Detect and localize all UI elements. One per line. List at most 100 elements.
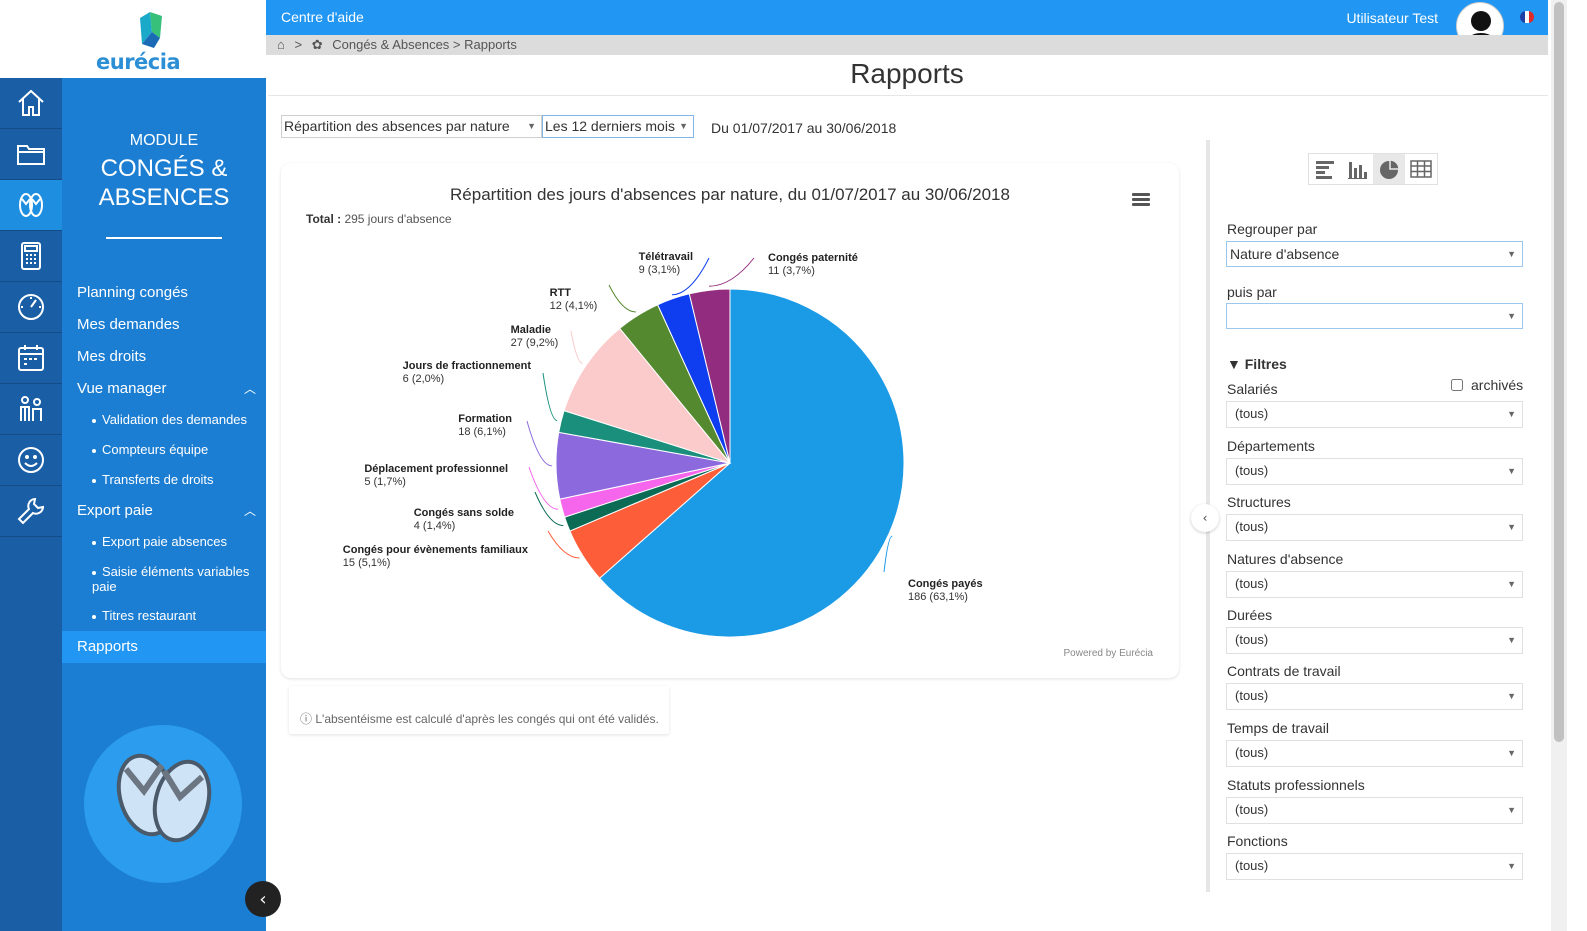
- period-select[interactable]: Les 12 derniers mois ▼: [542, 115, 694, 138]
- bullet-icon: [92, 614, 96, 619]
- bullet-icon: [92, 448, 96, 453]
- user-name[interactable]: Utilisateur Test: [1346, 10, 1438, 26]
- pie-label-value: 9 (3,1%): [639, 264, 681, 276]
- pie-connector: [534, 491, 564, 527]
- dropdown-arrow-icon: ▼: [1507, 311, 1516, 321]
- rail-settings[interactable]: [0, 486, 62, 537]
- filter-value: (tous): [1235, 802, 1269, 817]
- chart-total: Total : 295 jours d'absence: [306, 212, 452, 226]
- nav-validation[interactable]: Validation des demandes: [62, 405, 266, 435]
- pie-label-value: 5 (1,7%): [364, 476, 406, 488]
- filter-select[interactable]: (tous) ▼: [1226, 627, 1523, 654]
- rail-wellbeing[interactable]: [0, 435, 62, 486]
- nav-team-counters-label: Compteurs équipe: [102, 442, 209, 457]
- chart-title: Répartition des jours d'absences par nat…: [450, 185, 1010, 204]
- filter-select[interactable]: (tous) ▼: [1226, 797, 1523, 824]
- filters-toggle[interactable]: ▼ Filtres: [1227, 356, 1287, 372]
- rail-leave[interactable]: [0, 180, 62, 231]
- view-horizontal-bars[interactable]: [1309, 154, 1341, 184]
- pie-label-value: 15 (5,1%): [343, 557, 391, 569]
- toggle-side-panel-button[interactable]: ‹: [1191, 504, 1219, 532]
- logo[interactable]: eurécia: [0, 0, 266, 78]
- nav-payroll-export[interactable]: Export paie ︿: [62, 495, 266, 527]
- archived-label: archivés: [1471, 377, 1524, 393]
- pie-connector: [528, 466, 559, 510]
- chart-menu-button[interactable]: [1132, 193, 1150, 208]
- nav-variable-elements[interactable]: Saisie éléments variables paie: [62, 557, 266, 601]
- icon-rail: [0, 78, 62, 931]
- pie-label-value: 12 (4,1%): [550, 300, 598, 312]
- calendar-icon: [18, 345, 44, 371]
- logo-text: eurécia: [96, 50, 181, 74]
- french-flag-icon[interactable]: [1520, 11, 1534, 23]
- archived-checkbox[interactable]: [1451, 379, 1463, 391]
- rail-expenses[interactable]: [0, 231, 62, 282]
- nav-export-absences[interactable]: Export paie absences: [62, 527, 266, 557]
- help-center-link[interactable]: Centre d'aide: [281, 9, 364, 25]
- nav-my-rights[interactable]: Mes droits: [77, 348, 147, 365]
- nav-planning[interactable]: Planning congés: [77, 284, 188, 301]
- archived-checkbox-wrap[interactable]: archivés: [1451, 377, 1523, 393]
- filter-value: (tous): [1235, 858, 1269, 873]
- bullet-icon: [92, 418, 96, 423]
- nav-payroll-export-label: Export paie: [77, 502, 153, 519]
- pie-connector: [526, 420, 553, 467]
- pie-label-value: 186 (63,1%): [908, 591, 968, 603]
- home-icon[interactable]: ⌂: [277, 37, 285, 52]
- filter-select[interactable]: (tous) ▼: [1226, 571, 1523, 598]
- filter-select[interactable]: (tous) ▼: [1226, 514, 1523, 541]
- filter-value: (tous): [1235, 576, 1269, 591]
- filter-select[interactable]: (tous) ▼: [1226, 458, 1523, 485]
- rail-planning[interactable]: [0, 333, 62, 384]
- then-by-label: puis par: [1227, 284, 1277, 300]
- filter-label: Statuts professionnels: [1227, 777, 1365, 793]
- breadcrumb-path[interactable]: Congés & Absences > Rapports: [332, 37, 517, 52]
- filter-label: Structures: [1227, 494, 1291, 510]
- filter-select[interactable]: (tous) ▼: [1226, 740, 1523, 767]
- vertical-scrollbar[interactable]: [1551, 0, 1567, 931]
- powered-by: Powered by Eurécia: [1063, 648, 1154, 659]
- nav-meal-vouchers[interactable]: Titres restaurant: [62, 601, 266, 631]
- nav-my-requests[interactable]: Mes demandes: [77, 316, 180, 333]
- view-table[interactable]: [1405, 154, 1437, 184]
- nav-reports[interactable]: Rapports: [62, 631, 266, 663]
- view-vertical-bars[interactable]: [1341, 154, 1373, 184]
- rail-documents[interactable]: [0, 129, 62, 180]
- nav-rights-transfers[interactable]: Transferts de droits: [62, 465, 266, 495]
- chart-card: Répartition des jours d'absences par nat…: [281, 163, 1179, 678]
- report-type-value: Répartition des absences par nature: [284, 118, 510, 134]
- dropdown-arrow-icon: ▼: [1507, 466, 1516, 476]
- rail-home[interactable]: [0, 78, 62, 129]
- module-panel: MODULE CONGÉS & ABSENCES Planning congés…: [62, 78, 266, 931]
- then-by-select[interactable]: ▼: [1226, 303, 1523, 329]
- pie-slice[interactable]: [598, 288, 905, 638]
- rail-time[interactable]: [0, 282, 62, 333]
- nav-export-absences-label: Export paie absences: [102, 534, 228, 549]
- collapse-sidebar-button[interactable]: ‹: [245, 881, 281, 917]
- view-pie[interactable]: [1373, 154, 1405, 184]
- rail-team[interactable]: [0, 384, 62, 435]
- dropdown-arrow-icon: ▼: [679, 121, 688, 131]
- filter-select[interactable]: (tous) ▼: [1226, 853, 1523, 880]
- pie-slice[interactable]: [563, 327, 732, 464]
- nav-team-counters[interactable]: Compteurs équipe: [62, 435, 266, 465]
- group-by-select[interactable]: Nature d'absence ▼: [1226, 241, 1523, 267]
- pie-connector: [547, 530, 580, 559]
- table-icon: [1410, 160, 1432, 178]
- chevron-left-icon: ‹: [259, 888, 267, 910]
- nav-manager-view[interactable]: Vue manager ︿: [62, 373, 266, 405]
- report-type-select[interactable]: Répartition des absences par nature ▼: [281, 115, 542, 138]
- title-divider: [268, 95, 1548, 96]
- bullet-icon: [92, 540, 96, 545]
- scrollbar-thumb[interactable]: [1554, 2, 1564, 742]
- calculator-icon: [21, 242, 41, 270]
- logo-mark-icon: [140, 12, 162, 48]
- chevron-up-icon: ︿: [243, 504, 256, 518]
- filter-select[interactable]: (tous) ▼: [1226, 401, 1523, 428]
- pie-slice[interactable]: [688, 288, 731, 464]
- home-icon: [18, 89, 44, 116]
- filter-select[interactable]: (tous) ▼: [1226, 683, 1523, 710]
- bullet-icon: [92, 570, 96, 575]
